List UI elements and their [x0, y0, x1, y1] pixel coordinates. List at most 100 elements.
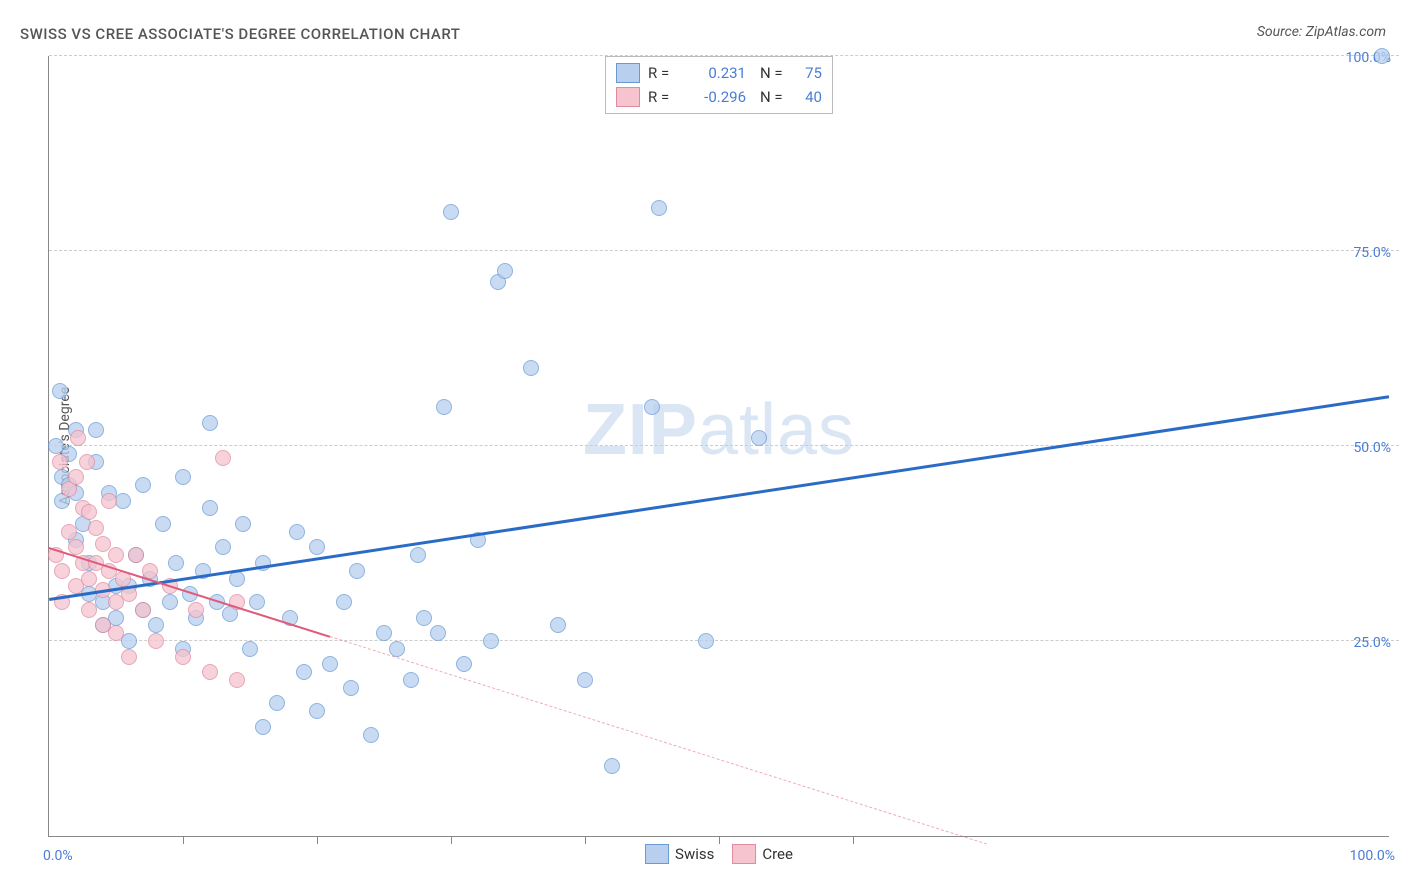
data-point: [336, 594, 352, 610]
series-name: Swiss: [675, 845, 714, 863]
data-point: [403, 672, 419, 688]
data-point: [148, 633, 164, 649]
data-point: [343, 680, 359, 696]
data-point: [651, 200, 667, 216]
legend-r-value: -0.296: [686, 88, 746, 106]
data-point: [79, 454, 95, 470]
legend-r-label: R =: [648, 64, 678, 82]
x-tick: [585, 836, 586, 844]
data-point: [95, 536, 111, 552]
data-point: [309, 703, 325, 719]
data-point: [135, 602, 151, 618]
x-tick: [183, 836, 184, 844]
data-point: [121, 649, 137, 665]
data-point: [188, 602, 204, 618]
data-point: [215, 539, 231, 555]
legend-n-label: N =: [760, 88, 790, 106]
data-point: [121, 633, 137, 649]
legend-swatch: [616, 63, 640, 83]
data-point: [289, 524, 305, 540]
legend-swatch: [732, 844, 756, 864]
legend-r-value: 0.231: [686, 64, 746, 82]
data-point: [410, 547, 426, 563]
x-tick: [853, 836, 854, 844]
gridline: [49, 445, 1399, 446]
series-legend-item: Swiss: [645, 844, 714, 864]
legend-r-label: R =: [648, 88, 678, 106]
data-point: [242, 641, 258, 657]
data-point: [523, 360, 539, 376]
data-point: [249, 594, 265, 610]
watermark: ZIPatlas: [583, 389, 855, 471]
data-point: [68, 469, 84, 485]
trend-line: [330, 636, 987, 844]
data-point: [162, 594, 178, 610]
legend-n-label: N =: [760, 64, 790, 82]
data-point: [363, 727, 379, 743]
data-point: [235, 516, 251, 532]
data-point: [175, 469, 191, 485]
data-point: [52, 454, 68, 470]
trend-line: [49, 395, 1389, 601]
data-point: [309, 539, 325, 555]
chart-title: SWISS VS CREE ASSOCIATE'S DEGREE CORRELA…: [20, 25, 460, 43]
data-point: [296, 664, 312, 680]
gridline: [49, 250, 1399, 251]
data-point: [497, 263, 513, 279]
x-tick: [317, 836, 318, 844]
legend-swatch: [616, 87, 640, 107]
data-point: [135, 477, 151, 493]
data-point: [255, 719, 271, 735]
x-tick: [451, 836, 452, 844]
data-point: [269, 695, 285, 711]
data-point: [168, 555, 184, 571]
data-point: [101, 493, 117, 509]
data-point: [430, 625, 446, 641]
data-point: [108, 547, 124, 563]
data-point: [202, 415, 218, 431]
data-point: [604, 758, 620, 774]
data-point: [81, 571, 97, 587]
x-axis-start-label: 0.0%: [43, 848, 73, 864]
data-point: [644, 399, 660, 415]
data-point: [155, 516, 171, 532]
legend-n-value: 40: [798, 88, 822, 106]
data-point: [202, 500, 218, 516]
data-point: [202, 664, 218, 680]
data-point: [52, 383, 68, 399]
data-point: [70, 430, 86, 446]
data-point: [128, 547, 144, 563]
series-legend: Swiss Cree: [645, 844, 793, 864]
x-tick: [719, 836, 720, 844]
chart-source: Source: ZipAtlas.com: [1257, 24, 1386, 40]
series-name: Cree: [762, 845, 793, 863]
data-point: [349, 563, 365, 579]
y-tick-label: 50.0%: [1353, 440, 1391, 456]
data-point: [698, 633, 714, 649]
legend-row: R = -0.296 N = 40: [616, 85, 822, 109]
legend-swatch: [645, 844, 669, 864]
data-point: [436, 399, 452, 415]
y-tick-label: 25.0%: [1353, 635, 1391, 651]
data-point: [215, 450, 231, 466]
data-point: [175, 649, 191, 665]
data-point: [88, 520, 104, 536]
correlation-legend: R = 0.231 N = 75 R = -0.296 N = 40: [605, 56, 833, 114]
data-point: [54, 563, 70, 579]
data-point: [550, 617, 566, 633]
scatter-plot: ZIPatlas R =0.231N =75R =-0.296N =40 Swi…: [48, 56, 1389, 837]
data-point: [751, 430, 767, 446]
data-point: [81, 602, 97, 618]
series-legend-item: Cree: [732, 844, 793, 864]
data-point: [1374, 48, 1390, 64]
legend-n-value: 75: [798, 64, 822, 82]
data-point: [81, 504, 97, 520]
legend-row: R = 0.231 N = 75: [616, 61, 822, 85]
data-point: [577, 672, 593, 688]
data-point: [61, 524, 77, 540]
data-point: [483, 633, 499, 649]
data-point: [88, 422, 104, 438]
data-point: [389, 641, 405, 657]
data-point: [229, 672, 245, 688]
y-tick-label: 75.0%: [1353, 245, 1391, 261]
